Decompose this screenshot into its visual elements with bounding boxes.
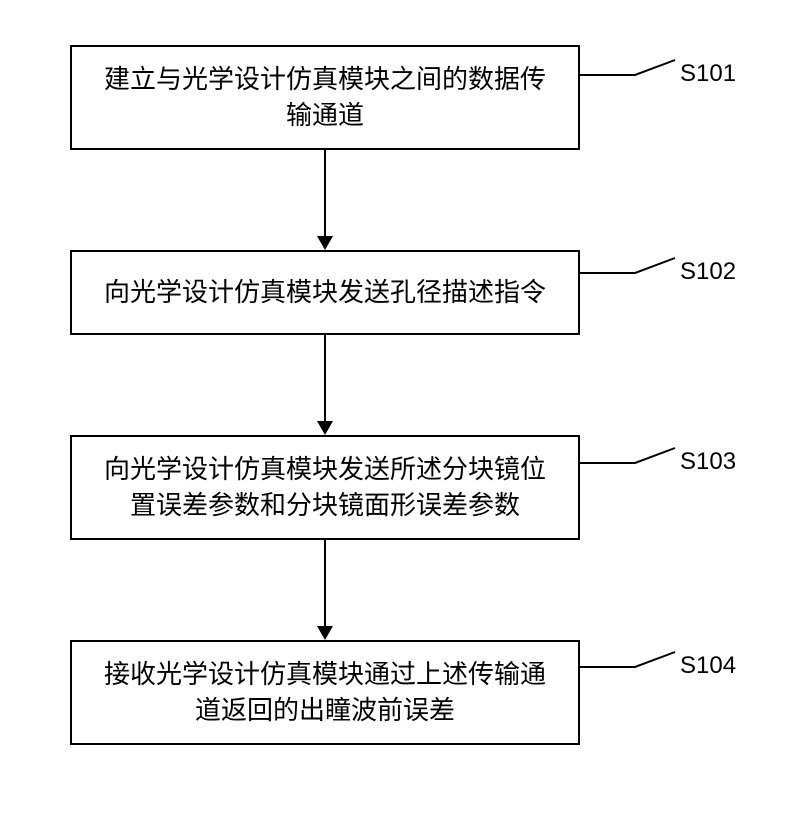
label-connector-s103: [580, 443, 680, 473]
flowchart-node-s102: 向光学设计仿真模块发送孔径描述指令: [70, 250, 580, 335]
node-text: 向光学设计仿真模块发送所述分块镜位置误差参数和分块镜面形误差参数: [92, 452, 558, 522]
step-label-s102: S102: [680, 258, 736, 286]
label-connector-s101: [580, 55, 680, 85]
node-text: 接收光学设计仿真模块通过上述传输通道返回的出瞳波前误差: [92, 657, 558, 727]
flowchart-node-s104: 接收光学设计仿真模块通过上述传输通道返回的出瞳波前误差: [70, 640, 580, 745]
edge-s103-s104: [313, 540, 337, 640]
flowchart-node-s101: 建立与光学设计仿真模块之间的数据传输通道: [70, 45, 580, 150]
step-label-s101: S101: [680, 60, 736, 88]
node-text: 建立与光学设计仿真模块之间的数据传输通道: [92, 62, 558, 132]
flowchart-node-s103: 向光学设计仿真模块发送所述分块镜位置误差参数和分块镜面形误差参数: [70, 435, 580, 540]
step-label-s104: S104: [680, 652, 736, 680]
edge-s101-s102: [313, 150, 337, 250]
flowchart-canvas: 建立与光学设计仿真模块之间的数据传输通道 S101 向光学设计仿真模块发送孔径描…: [0, 0, 800, 832]
edge-s102-s103: [313, 335, 337, 435]
node-text: 向光学设计仿真模块发送孔径描述指令: [104, 275, 546, 310]
label-connector-s104: [580, 647, 680, 677]
label-connector-s102: [580, 253, 680, 283]
step-label-s103: S103: [680, 448, 736, 476]
